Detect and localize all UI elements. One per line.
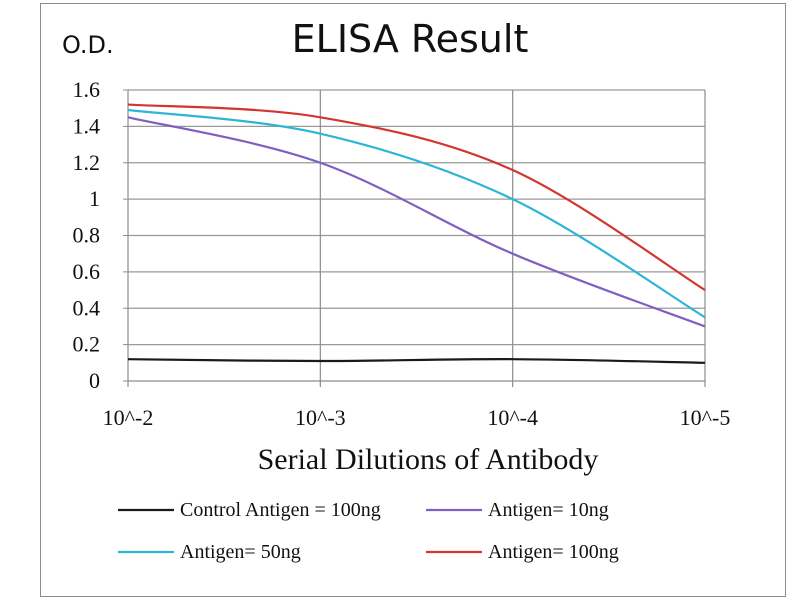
series-line-1 xyxy=(127,116,706,328)
series-line-3 xyxy=(127,103,706,291)
y-tick-label: 0.6 xyxy=(73,259,101,284)
legend-label: Antigen= 50ng xyxy=(180,541,301,563)
y-tick-label: 1 xyxy=(89,186,100,211)
y-tick-label: 0.4 xyxy=(73,295,101,320)
y-tick-label: 0.8 xyxy=(73,223,101,248)
axis-ticks: 0 0.2 0.4 0.6 0.8 1 1.2 1.4 1.6 10^-2 10^-3 10^-4 10… xyxy=(73,77,731,430)
legend: Control Antigen = 100ng Antigen= 10ng Anti… xyxy=(118,499,619,563)
x-tick-label: 10^-2 xyxy=(103,405,154,430)
y-axis-label: O.D. xyxy=(62,31,114,59)
x-tick-label: 10^-5 xyxy=(680,405,731,430)
legend-label: Control Antigen = 100ng xyxy=(180,499,381,521)
series-lines xyxy=(127,103,706,364)
chart-title: ELISA Result xyxy=(292,17,529,61)
legend-label: Antigen= 10ng xyxy=(488,499,609,521)
x-tick-label: 10^-4 xyxy=(487,405,538,430)
y-tick-label: 1.6 xyxy=(73,77,101,102)
y-tick-label: 1.4 xyxy=(73,113,101,138)
y-tick-label: 0.2 xyxy=(73,332,101,357)
x-axis-label: Serial Dilutions of Antibody xyxy=(258,443,599,476)
series-line-2 xyxy=(127,108,706,319)
legend-label: Antigen= 100ng xyxy=(488,541,619,563)
grid-lines xyxy=(123,89,706,387)
chart-frame xyxy=(40,3,786,597)
x-tick-label: 10^-3 xyxy=(295,405,346,430)
series-line-0 xyxy=(127,358,706,364)
y-tick-label: 0 xyxy=(89,368,100,393)
y-tick-label: 1.2 xyxy=(73,150,101,175)
